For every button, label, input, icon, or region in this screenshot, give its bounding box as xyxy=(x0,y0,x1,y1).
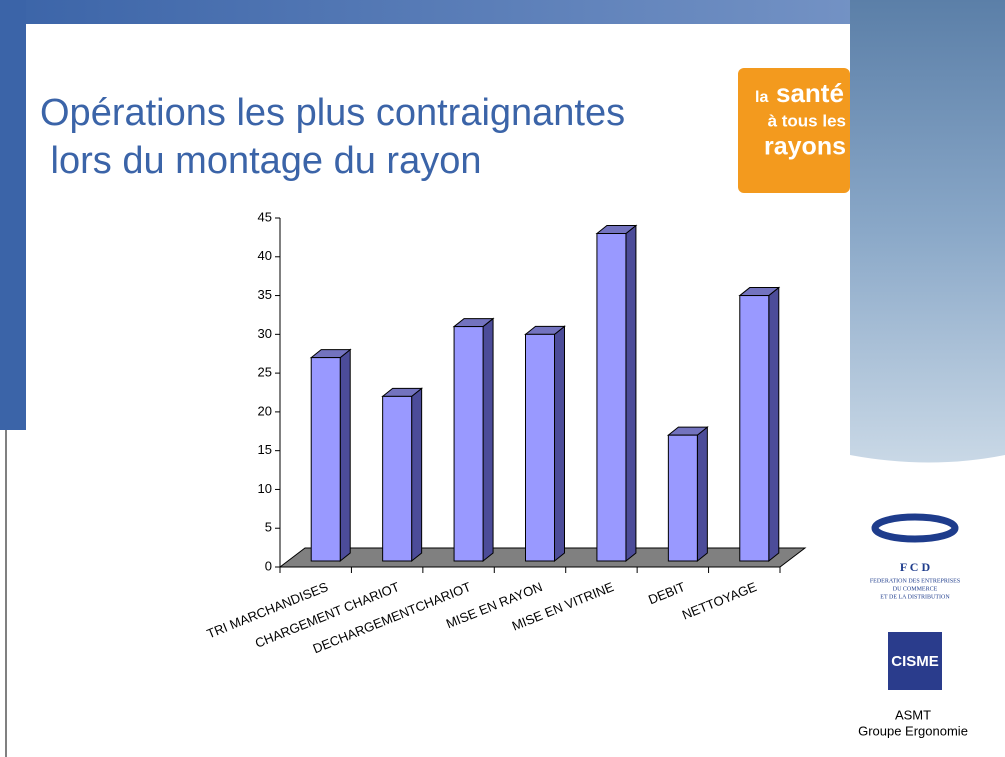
y-tick-label: 10 xyxy=(258,481,272,496)
logo-text: CISME xyxy=(891,653,939,670)
y-tick-label: 25 xyxy=(258,365,272,380)
y-tick-label: 0 xyxy=(265,558,272,573)
left-band xyxy=(0,0,26,430)
y-tick-label: 35 xyxy=(258,287,272,302)
bar xyxy=(740,288,779,561)
bar xyxy=(383,388,422,561)
bar xyxy=(454,319,493,561)
logo-text: la xyxy=(755,89,768,106)
logo-text: à tous les xyxy=(768,111,846,130)
footer-text: Groupe Ergonomie xyxy=(858,723,968,738)
footer-text: ASMT xyxy=(895,707,931,722)
y-tick-label: 15 xyxy=(258,442,272,457)
logo-text: rayons xyxy=(764,133,846,161)
bar xyxy=(668,427,707,561)
logo-text: FEDERATION DES ENTREPRISES xyxy=(870,578,960,584)
bar xyxy=(526,326,565,561)
y-tick-label: 30 xyxy=(258,326,272,341)
logo-text: ET DE LA DISTRIBUTION xyxy=(880,594,950,600)
logo-text: F C D xyxy=(900,560,931,574)
slide: la santé à tous les rayons Opérations le… xyxy=(0,0,1005,757)
logo-text: santé xyxy=(776,78,844,108)
chart: la santé à tous les rayons Opérations le… xyxy=(0,0,1005,757)
y-tick-label: 5 xyxy=(265,520,272,535)
y-tick-label: 45 xyxy=(258,209,272,224)
y-tick-label: 20 xyxy=(258,403,272,418)
bar xyxy=(311,350,350,561)
y-tick-label: 40 xyxy=(258,248,272,263)
logo-text: DU COMMERCE xyxy=(893,586,938,592)
photo-strip xyxy=(850,0,1005,463)
bar xyxy=(597,226,636,561)
